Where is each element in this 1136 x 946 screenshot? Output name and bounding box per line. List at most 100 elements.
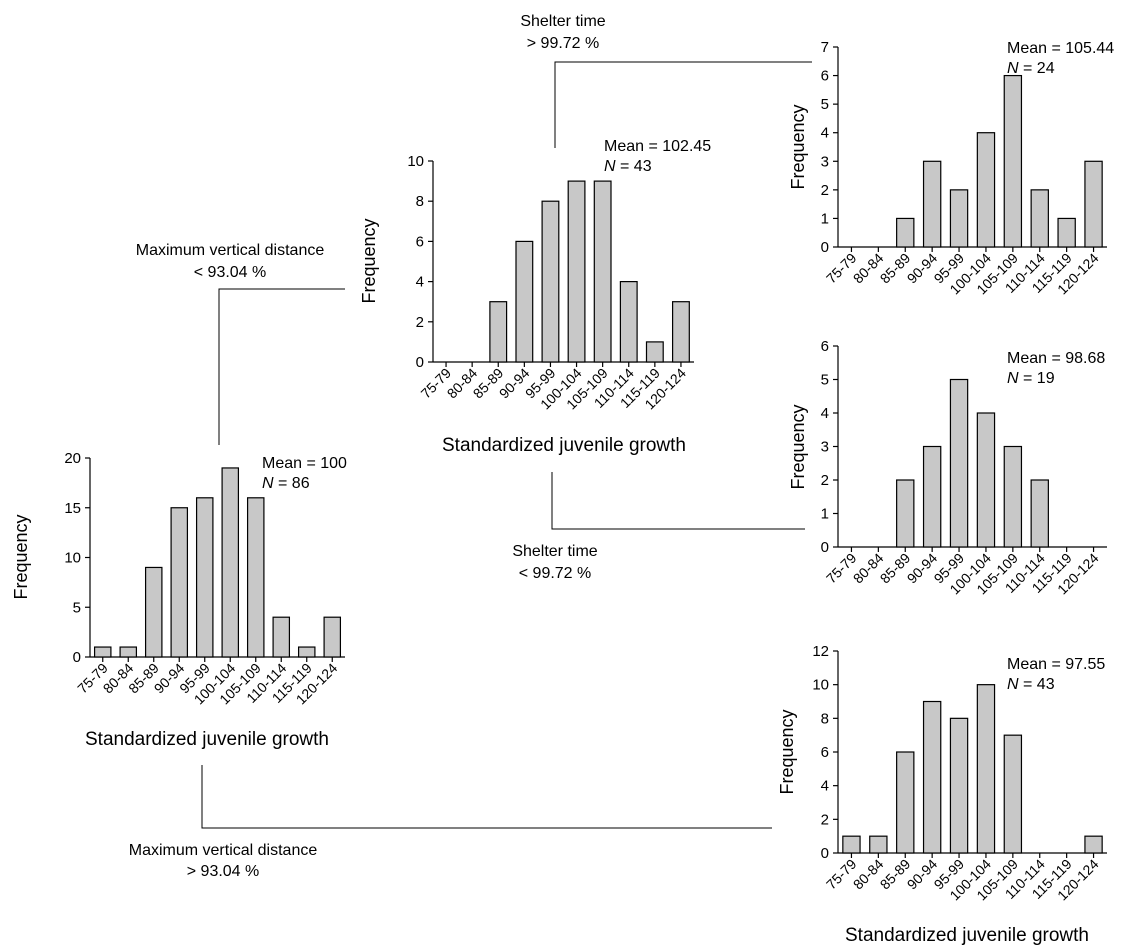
bar (515, 240, 534, 363)
y-axis-title: Frequency (788, 104, 808, 189)
connector-left-to-mid-right (551, 472, 805, 530)
histogram-root: 0510152075-7980-8485-8990-9495-99100-104… (11, 450, 347, 750)
n-annotation: N = 86 (262, 475, 310, 492)
histogram-bottom-right: 02468101275-7980-8485-8990-9495-99100-10… (777, 643, 1107, 946)
bar (1084, 835, 1103, 854)
y-tick-label: 8 (821, 710, 829, 727)
x-tick-label: 90-94 (904, 856, 941, 893)
bar (896, 479, 915, 548)
x-axis-title: Standardized juvenile growth (85, 729, 329, 750)
bar (922, 160, 942, 248)
bar (170, 507, 189, 658)
split-label-line2: > 93.04 % (187, 863, 260, 880)
y-tick-label: 0 (821, 239, 829, 256)
y-tick-label: 0 (73, 649, 81, 666)
y-tick-label: 10 (812, 677, 829, 694)
y-tick-label: 4 (821, 125, 829, 142)
bar (869, 835, 888, 854)
y-tick-label: 7 (821, 39, 829, 56)
y-tick-label: 4 (821, 778, 829, 795)
x-tick-label: 85-89 (877, 250, 914, 287)
x-tick-label: 90-94 (904, 550, 941, 587)
y-tick-label: 5 (821, 96, 829, 113)
bar (1084, 160, 1103, 248)
y-tick-label: 6 (416, 233, 424, 250)
bar (567, 180, 586, 363)
bar (976, 684, 996, 854)
y-tick-label: 10 (407, 153, 424, 170)
x-tick-label: 80-84 (850, 856, 887, 893)
split-label-mvd-high: Maximum vertical distance > 93.04 % (129, 842, 318, 880)
bar (489, 301, 508, 363)
bar (119, 646, 138, 658)
bar (144, 566, 163, 658)
split-label-shelter-low: Shelter time < 99.72 % (512, 543, 597, 582)
split-label-line1: Shelter time (520, 13, 605, 30)
bar (922, 445, 942, 548)
n-annotation: N = 43 (1007, 676, 1055, 693)
y-tick-label: 2 (821, 811, 829, 828)
split-label-mvd-low: Maximum vertical distance < 93.04 % (136, 242, 325, 281)
split-label-line1: Maximum vertical distance (136, 242, 325, 259)
n-annotation: N = 24 (1007, 60, 1055, 77)
bar (323, 616, 342, 658)
bar (976, 132, 996, 248)
histogram-middle-right: 012345675-7980-8485-8990-9495-99100-1041… (788, 338, 1107, 597)
y-tick-label: 1 (821, 210, 829, 227)
mean-annotation: Mean = 105.44 (1007, 40, 1114, 57)
split-label-line2: < 93.04 % (194, 264, 267, 281)
y-tick-label: 4 (416, 274, 424, 291)
y-tick-label: 3 (821, 439, 829, 456)
bar (949, 717, 969, 854)
bar (1003, 74, 1023, 248)
mean-annotation: Mean = 97.55 (1007, 656, 1105, 673)
y-tick-label: 6 (821, 744, 829, 761)
x-tick-label: 85-89 (877, 550, 914, 587)
y-tick-label: 8 (416, 193, 424, 210)
y-tick-label: 5 (73, 599, 81, 616)
bar (949, 189, 969, 248)
y-tick-label: 0 (821, 845, 829, 862)
x-axis-title: Standardized juvenile growth (845, 925, 1089, 946)
y-axis-title: Frequency (359, 218, 379, 303)
bar (1030, 189, 1049, 248)
bar (1003, 445, 1023, 548)
y-tick-label: 6 (821, 68, 829, 85)
bar (842, 835, 861, 854)
bar (1057, 217, 1076, 248)
bar (671, 301, 690, 363)
bar (541, 200, 560, 363)
bar (297, 646, 316, 658)
bar (645, 341, 664, 363)
y-tick-label: 20 (64, 450, 81, 467)
mean-annotation: Mean = 102.45 (604, 138, 711, 155)
mean-annotation: Mean = 98.68 (1007, 350, 1105, 367)
y-axis-title: Frequency (777, 709, 797, 794)
y-tick-label: 6 (821, 338, 829, 355)
connector-root-to-left (218, 288, 345, 445)
split-label-line2: < 99.72 % (519, 565, 592, 582)
tree-connectors (201, 61, 812, 829)
bar (896, 217, 915, 248)
y-axis-title: Frequency (11, 514, 31, 599)
split-label-line1: Shelter time (512, 543, 597, 560)
bar (619, 281, 638, 363)
x-tick-label: 90-94 (904, 250, 941, 287)
bar (246, 497, 265, 658)
x-tick-label: 80-84 (850, 250, 887, 287)
histogram-top-right: 0123456775-7980-8485-8990-9495-99100-104… (788, 39, 1114, 297)
bar (93, 646, 112, 658)
histogram-left-node: 024681075-7980-8485-8990-9495-99100-1041… (359, 138, 711, 456)
y-tick-label: 0 (416, 354, 424, 371)
y-tick-label: 5 (821, 372, 829, 389)
y-tick-label: 4 (821, 405, 829, 422)
x-tick-label: 80-84 (850, 550, 887, 587)
bar (949, 378, 969, 548)
x-tick-label: 85-89 (877, 856, 914, 893)
y-tick-label: 12 (812, 643, 829, 660)
bar (976, 412, 996, 548)
bar (195, 497, 214, 658)
split-label-shelter-high: Shelter time > 99.72 % (520, 13, 605, 52)
bar (896, 751, 915, 854)
